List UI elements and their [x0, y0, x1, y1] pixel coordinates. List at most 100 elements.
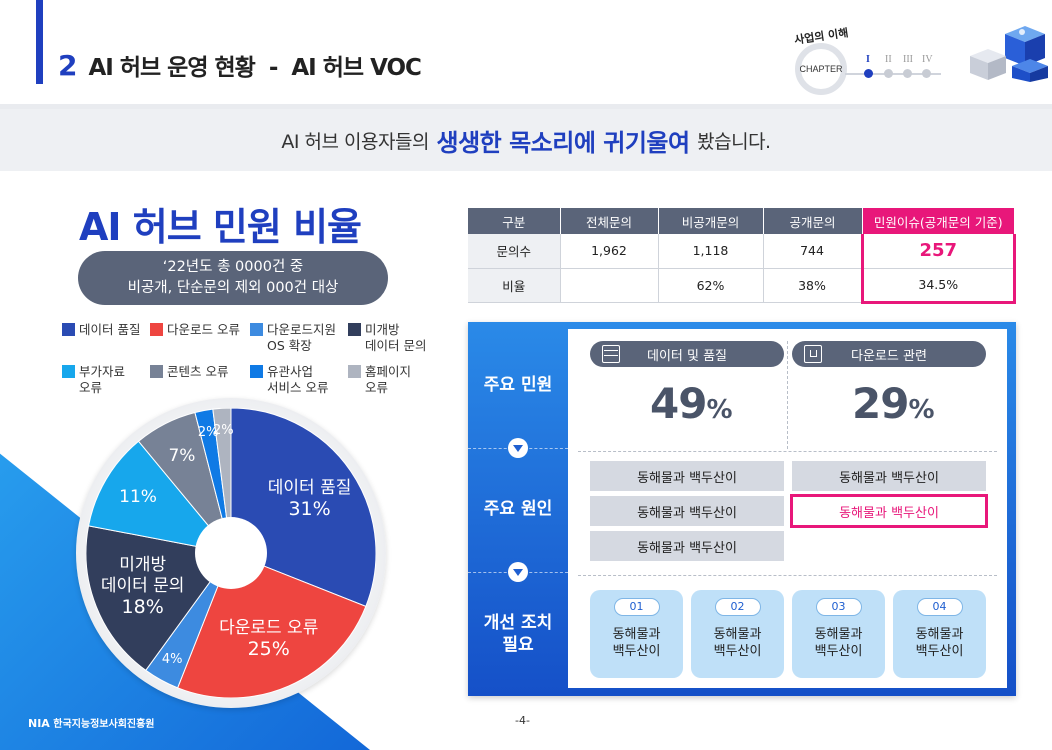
pie-slice-label: 7%: [117, 446, 247, 467]
title-right: AI 허브 VOC: [291, 55, 422, 81]
pill-line-1: ‘22년도 총 0000건 중: [162, 259, 304, 275]
legend-label: 데이터 품질: [79, 322, 140, 338]
legend-label-line-1: 다운로드 오류: [167, 322, 240, 337]
decorative-cubes-icon: [970, 26, 1048, 82]
summary-panel: 주요 민원 주요 원인 개선 조치 필요 데이터 및 품질 다운로드 관련 49…: [468, 322, 1016, 696]
pie-slice-label: 2%: [143, 422, 273, 443]
table-cell-highlight: 34.5%: [860, 268, 1016, 304]
arrow-down-icon: [508, 438, 528, 458]
pie-slice: [212, 408, 232, 554]
server-icon: [602, 345, 620, 363]
pie-slice-label: 2%: [158, 420, 288, 441]
vertical-divider: [787, 341, 788, 449]
banner-emphasis: 생생한 목소리에 귀기울여: [436, 128, 690, 157]
legend-label: 미개방 데이터 문의: [365, 322, 426, 354]
card-number: 03: [815, 598, 862, 616]
card-line-2: 백두산이: [915, 644, 964, 659]
slice-label-percent: 2%: [197, 425, 219, 441]
legend-item: 다운로드 오류: [150, 322, 250, 354]
legend-swatch: [62, 323, 75, 336]
slice-label-percent: 4%: [161, 651, 183, 667]
table-cell: 62%: [658, 268, 764, 303]
legend-label-line-1: 유관사업: [267, 364, 314, 379]
table-header-cell: 공개문의: [763, 208, 863, 234]
table-row-head: 비율: [468, 268, 561, 303]
legend-swatch: [150, 365, 163, 378]
section-divider: [578, 575, 997, 576]
legend-label: 부가자료 오류: [79, 364, 125, 396]
chapter-numeral-1: I: [866, 54, 870, 65]
header-divider: [0, 104, 1052, 109]
legend-label-line-2: 서비스 오류: [267, 380, 329, 395]
cause-item: 동해물과 백두산이: [590, 461, 784, 491]
chapter-dot-4: [922, 69, 931, 78]
legend-item: 홈페이지 오류: [348, 364, 438, 396]
chapter-numeral-2: II: [885, 54, 892, 65]
pie-slice-label: 데이터 품질 31%: [245, 478, 375, 520]
card-line-2: 백두산이: [814, 644, 863, 659]
legend-item: 콘텐츠 오류: [150, 364, 250, 396]
table-header-cell: 구분: [468, 208, 561, 234]
slice-label-percent: 18%: [121, 595, 164, 618]
chapter-numeral-4: IV: [922, 54, 933, 65]
pie-slice-label: 11%: [73, 487, 203, 508]
legend-swatch: [250, 323, 263, 336]
slice-label-percent: 11%: [119, 487, 157, 508]
pie-slice-label: 미개방 데이터 문의 18%: [78, 555, 208, 618]
legend-swatch: [150, 323, 163, 336]
cause-item: 동해물과 백두산이: [590, 496, 784, 526]
percent-value: 49: [650, 379, 707, 428]
legend-item: 부가자료 오류: [62, 364, 150, 396]
chapter-dot-1: [864, 69, 873, 78]
slice-label-percent: 31%: [288, 497, 331, 520]
legend-label: 홈페이지 오류: [365, 364, 411, 396]
cause-item: 동해물과 백두산이: [792, 461, 986, 491]
label-fix-line-2: 필요: [502, 635, 534, 655]
category-name: 다운로드 관련: [851, 348, 927, 364]
section-divider: [578, 451, 997, 452]
table-cell-highlight: 257: [860, 234, 1016, 269]
card-number: 04: [916, 598, 963, 616]
label-main-cause: 주요 원인: [483, 499, 553, 519]
headline-banner: AI 허브 이용자들의 생생한 목소리에 귀기울여 봤습니다.: [0, 109, 1052, 171]
legend-swatch: [62, 365, 75, 378]
legend-item: 유관사업 서비스 오류: [250, 364, 348, 396]
chapter-label: CHAPTER: [799, 64, 843, 74]
banner-suffix: 봤습니다.: [697, 130, 771, 153]
title-left: AI 허브 운영 현황: [88, 55, 255, 81]
chapter-badge: CHAPTER: [795, 43, 847, 95]
category-data-quality: 데이터 및 품질: [590, 341, 784, 367]
card-text: 동해물과 백두산이: [691, 626, 784, 660]
legend-item: 다운로드지원 OS 확장: [250, 322, 348, 354]
chapter-numeral-3: III: [903, 54, 913, 65]
legend-label-line-2: 데이터 문의: [365, 338, 427, 353]
action-card: 04 동해물과 백두산이: [893, 590, 986, 678]
slice-label-percent: 2%: [213, 423, 234, 439]
card-text: 동해물과 백두산이: [792, 626, 885, 660]
chapter-progress-line: [845, 73, 941, 75]
footer-logo: NIA 한국지능정보사회진흥원: [28, 715, 155, 730]
pie-slice-label: 4%: [107, 649, 237, 670]
arrow-down-icon: [508, 562, 528, 582]
card-line-1: 동해물과: [814, 627, 863, 642]
action-card: 03 동해물과 백두산이: [792, 590, 885, 678]
action-card: 02 동해물과 백두산이: [691, 590, 784, 678]
legend-swatch: [348, 365, 361, 378]
page-number: -4-: [515, 714, 530, 727]
card-line-1: 동해물과: [713, 627, 762, 642]
legend-label-line-2: OS 확장: [267, 338, 312, 353]
folder-download-icon: [804, 345, 822, 363]
slice-label-line-1: 데이터 품질: [267, 477, 352, 498]
card-text: 동해물과 백두산이: [590, 626, 683, 660]
card-number: 01: [613, 598, 660, 616]
legend-item: 미개방 데이터 문의: [348, 322, 438, 354]
cause-item: 동해물과 백두산이: [590, 531, 784, 561]
percent-value: 29: [852, 379, 909, 428]
chapter-dot-2: [884, 69, 893, 78]
table-cell: 1,118: [658, 234, 764, 269]
table-header-cell: 비공개문의: [658, 208, 764, 234]
action-card: 01 동해물과 백두산이: [590, 590, 683, 678]
legend-swatch: [250, 365, 263, 378]
label-main-complaint: 주요 민원: [483, 375, 553, 395]
